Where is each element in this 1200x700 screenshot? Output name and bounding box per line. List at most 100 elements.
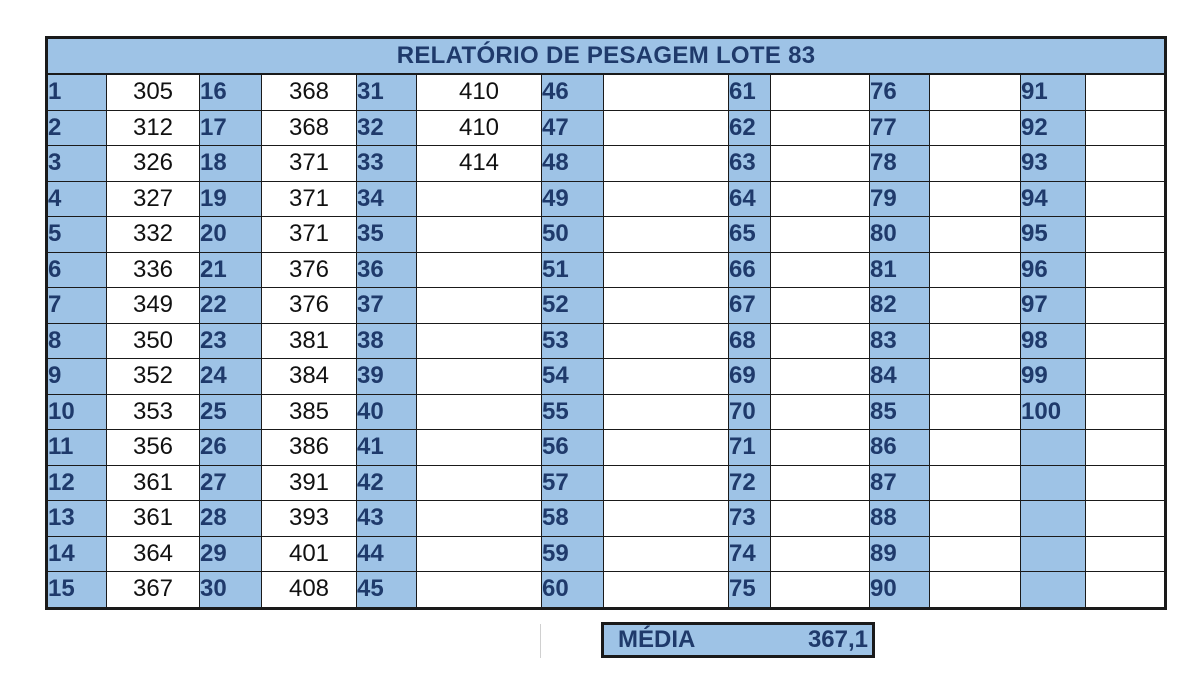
weight-cell[interactable]	[1084, 287, 1167, 324]
animal-number[interactable]: 82	[869, 287, 930, 324]
weight-cell[interactable]	[416, 535, 542, 572]
weight-cell[interactable]	[416, 358, 542, 395]
weight-cell[interactable]	[603, 393, 729, 430]
animal-number[interactable]: 5	[46, 216, 107, 253]
animal-number[interactable]: 73	[728, 500, 771, 537]
animal-number[interactable]: 35	[356, 216, 417, 253]
animal-number[interactable]: 3	[46, 145, 107, 182]
weight-cell[interactable]: 371	[261, 145, 357, 182]
weight-cell[interactable]	[929, 180, 1021, 217]
animal-number[interactable]: 72	[728, 464, 771, 501]
weight-cell[interactable]	[770, 73, 870, 111]
weight-cell[interactable]	[1084, 322, 1167, 359]
animal-number[interactable]: 85	[869, 393, 930, 430]
animal-number[interactable]: 79	[869, 180, 930, 217]
weight-cell[interactable]	[770, 287, 870, 324]
weight-cell[interactable]: 305	[106, 73, 200, 111]
animal-number[interactable]: 71	[728, 429, 771, 466]
empty-number-cell[interactable]	[1020, 571, 1086, 609]
weight-cell[interactable]	[1084, 216, 1167, 253]
weight-cell[interactable]: 312	[106, 109, 200, 146]
animal-number[interactable]: 51	[541, 251, 604, 288]
weight-cell[interactable]: 384	[261, 358, 357, 395]
weight-cell[interactable]	[770, 429, 870, 466]
animal-number[interactable]: 61	[728, 73, 771, 111]
weight-cell[interactable]	[770, 322, 870, 359]
animal-number[interactable]: 69	[728, 358, 771, 395]
animal-number[interactable]: 45	[356, 571, 417, 609]
weight-cell[interactable]: 367	[106, 571, 200, 609]
weight-cell[interactable]	[770, 180, 870, 217]
weight-cell[interactable]: 353	[106, 393, 200, 430]
animal-number[interactable]: 25	[199, 393, 262, 430]
weight-cell[interactable]: 386	[261, 429, 357, 466]
weight-cell[interactable]	[603, 251, 729, 288]
animal-number[interactable]: 39	[356, 358, 417, 395]
animal-number[interactable]: 26	[199, 429, 262, 466]
weight-cell[interactable]	[770, 216, 870, 253]
weight-cell[interactable]: 371	[261, 216, 357, 253]
animal-number[interactable]: 55	[541, 393, 604, 430]
weight-cell[interactable]	[416, 216, 542, 253]
animal-number[interactable]: 47	[541, 109, 604, 146]
animal-number[interactable]: 42	[356, 464, 417, 501]
weight-cell[interactable]	[929, 145, 1021, 182]
animal-number[interactable]: 4	[46, 180, 107, 217]
weight-cell[interactable]: 332	[106, 216, 200, 253]
animal-number[interactable]: 16	[199, 73, 262, 111]
animal-number[interactable]: 48	[541, 145, 604, 182]
weight-cell[interactable]: 376	[261, 287, 357, 324]
weight-cell[interactable]: 368	[261, 73, 357, 111]
weight-cell[interactable]: 371	[261, 180, 357, 217]
animal-number[interactable]: 23	[199, 322, 262, 359]
animal-number[interactable]: 28	[199, 500, 262, 537]
animal-number[interactable]: 99	[1020, 358, 1086, 395]
weight-cell[interactable]: 364	[106, 535, 200, 572]
animal-number[interactable]: 80	[869, 216, 930, 253]
weight-cell[interactable]	[416, 251, 542, 288]
animal-number[interactable]: 86	[869, 429, 930, 466]
animal-number[interactable]: 52	[541, 287, 604, 324]
animal-number[interactable]: 41	[356, 429, 417, 466]
empty-number-cell[interactable]	[1020, 464, 1086, 501]
weight-cell[interactable]	[929, 251, 1021, 288]
animal-number[interactable]: 95	[1020, 216, 1086, 253]
animal-number[interactable]: 84	[869, 358, 930, 395]
weight-cell[interactable]	[416, 180, 542, 217]
weight-cell[interactable]	[603, 145, 729, 182]
animal-number[interactable]: 83	[869, 322, 930, 359]
animal-number[interactable]: 33	[356, 145, 417, 182]
weight-cell[interactable]	[416, 571, 542, 609]
weight-cell[interactable]: 349	[106, 287, 200, 324]
animal-number[interactable]: 1	[46, 73, 107, 111]
weight-cell[interactable]	[929, 464, 1021, 501]
animal-number[interactable]: 68	[728, 322, 771, 359]
animal-number[interactable]: 22	[199, 287, 262, 324]
weight-cell[interactable]: 391	[261, 464, 357, 501]
animal-number[interactable]: 58	[541, 500, 604, 537]
animal-number[interactable]: 93	[1020, 145, 1086, 182]
weight-cell[interactable]	[770, 358, 870, 395]
weight-cell[interactable]	[929, 429, 1021, 466]
animal-number[interactable]: 78	[869, 145, 930, 182]
animal-number[interactable]: 94	[1020, 180, 1086, 217]
weight-cell[interactable]	[929, 358, 1021, 395]
weight-cell[interactable]: 326	[106, 145, 200, 182]
animal-number[interactable]: 46	[541, 73, 604, 111]
weight-cell[interactable]	[603, 109, 729, 146]
weight-cell[interactable]	[1084, 145, 1167, 182]
animal-number[interactable]: 24	[199, 358, 262, 395]
weight-cell[interactable]	[603, 500, 729, 537]
animal-number[interactable]: 44	[356, 535, 417, 572]
weight-cell[interactable]	[416, 500, 542, 537]
weight-cell[interactable]: 410	[416, 109, 542, 146]
animal-number[interactable]: 66	[728, 251, 771, 288]
animal-number[interactable]: 13	[46, 500, 107, 537]
animal-number[interactable]: 89	[869, 535, 930, 572]
weight-cell[interactable]: 410	[416, 73, 542, 111]
animal-number[interactable]: 14	[46, 535, 107, 572]
animal-number[interactable]: 32	[356, 109, 417, 146]
animal-number[interactable]: 90	[869, 571, 930, 609]
weight-cell[interactable]	[770, 500, 870, 537]
weight-cell[interactable]	[603, 429, 729, 466]
